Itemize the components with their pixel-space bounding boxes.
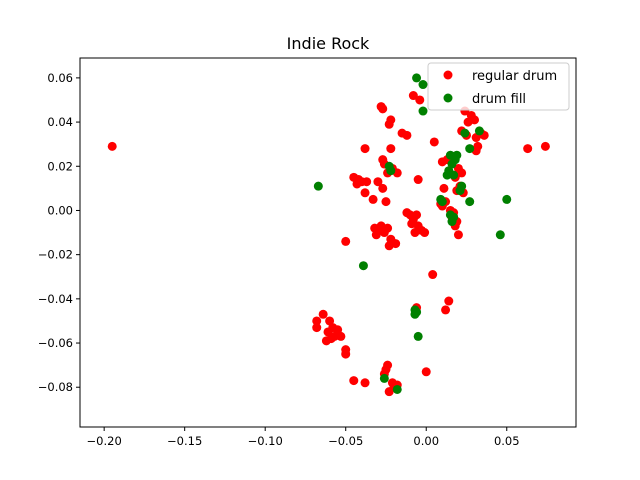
point-regular-drum <box>420 228 430 238</box>
point-drum-fill <box>452 150 462 160</box>
point-regular-drum <box>384 241 394 251</box>
legend-label-drum-fill: drum fill <box>472 92 526 107</box>
point-regular-drum <box>381 197 391 207</box>
point-regular-drum <box>373 177 383 187</box>
point-regular-drum <box>421 367 431 377</box>
point-regular-drum <box>312 316 322 326</box>
point-regular-drum <box>386 144 396 154</box>
y-tick-label: 0.04 <box>47 115 73 129</box>
point-regular-drum <box>318 309 328 319</box>
y-tick-label: 0.06 <box>47 71 73 85</box>
point-drum-fill <box>445 210 455 220</box>
point-drum-fill <box>465 144 475 154</box>
point-regular-drum <box>378 183 388 193</box>
point-regular-drum <box>336 331 346 341</box>
point-drum-fill <box>502 194 512 204</box>
point-regular-drum <box>412 210 422 220</box>
point-drum-fill <box>410 309 420 319</box>
axes-frame <box>79 57 577 428</box>
point-regular-drum <box>441 305 451 315</box>
point-regular-drum <box>470 115 480 125</box>
y-tick-label: 0.00 <box>47 203 73 217</box>
point-regular-drum <box>457 168 467 178</box>
point-regular-drum <box>429 137 439 147</box>
point-regular-drum <box>321 336 331 346</box>
point-regular-drum <box>383 223 393 233</box>
point-drum-fill <box>412 73 422 83</box>
point-drum-fill <box>413 331 423 341</box>
point-regular-drum <box>360 188 370 198</box>
point-drum-fill <box>392 384 402 394</box>
point-drum-fill <box>442 170 452 180</box>
point-regular-drum <box>428 270 438 280</box>
point-regular-drum <box>352 179 362 189</box>
point-drum-fill <box>418 80 428 90</box>
point-regular-drum <box>444 296 454 306</box>
legend-marker-regular-drum <box>443 70 453 80</box>
point-drum-fill <box>358 261 368 271</box>
legend: regular drum drum fill <box>427 62 570 111</box>
point-regular-drum <box>349 376 359 386</box>
legend-label-regular-drum: regular drum <box>472 69 557 84</box>
x-tick-label: 0.00 <box>413 434 439 448</box>
point-regular-drum <box>453 230 463 240</box>
point-drum-fill <box>449 170 459 180</box>
point-regular-drum <box>107 141 117 151</box>
point-regular-drum <box>378 104 388 114</box>
x-tick-label: −0.15 <box>167 434 202 448</box>
chart-title: Indie Rock <box>287 34 370 53</box>
y-tick-label: −0.06 <box>38 336 73 350</box>
point-regular-drum <box>371 230 381 240</box>
point-regular-drum <box>368 194 378 204</box>
y-tick-label: −0.02 <box>38 248 73 262</box>
point-regular-drum <box>360 378 370 388</box>
point-regular-drum <box>402 130 412 140</box>
point-regular-drum <box>362 177 372 187</box>
x-tick-label: −0.20 <box>87 434 122 448</box>
point-regular-drum <box>408 91 418 101</box>
point-regular-drum <box>360 144 370 154</box>
y-axis: −0.08 −0.06 −0.04 −0.02 0.00 0.02 0.04 0.06 <box>38 71 80 394</box>
point-drum-fill <box>379 373 389 383</box>
point-drum-fill <box>460 128 470 138</box>
point-drum-fill <box>437 197 447 207</box>
points-layer <box>107 73 550 397</box>
point-regular-drum <box>413 175 423 185</box>
point-regular-drum <box>384 387 394 397</box>
point-drum-fill <box>313 181 323 191</box>
point-drum-fill <box>465 197 475 207</box>
y-tick-label: −0.04 <box>38 292 73 306</box>
point-regular-drum <box>439 183 449 193</box>
point-drum-fill <box>495 230 505 240</box>
point-regular-drum <box>523 144 533 154</box>
legend-box <box>427 62 570 111</box>
point-drum-fill <box>418 106 428 116</box>
legend-marker-drum-fill <box>443 93 453 103</box>
x-tick-label: 0.05 <box>494 434 520 448</box>
point-regular-drum <box>312 323 322 333</box>
x-tick-label: −0.10 <box>248 434 283 448</box>
point-regular-drum <box>410 228 420 238</box>
point-regular-drum <box>384 119 394 129</box>
point-drum-fill <box>455 186 465 196</box>
y-tick-label: −0.08 <box>38 380 73 394</box>
point-drum-fill <box>474 126 484 136</box>
y-tick-label: 0.02 <box>47 159 73 173</box>
point-regular-drum <box>341 349 351 359</box>
point-drum-fill <box>386 166 396 176</box>
point-regular-drum <box>415 95 425 105</box>
point-regular-drum <box>540 141 550 151</box>
x-tick-label: −0.05 <box>328 434 363 448</box>
x-axis: −0.20 −0.15 −0.10 −0.05 0.00 0.05 <box>87 427 520 448</box>
point-regular-drum <box>341 236 351 246</box>
